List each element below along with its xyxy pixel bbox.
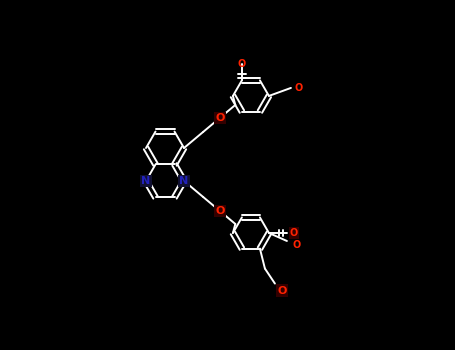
Text: O: O <box>238 60 246 69</box>
Text: N: N <box>142 176 151 186</box>
Text: O: O <box>215 113 225 123</box>
Text: O: O <box>290 228 298 238</box>
Text: O: O <box>295 83 303 93</box>
Text: O: O <box>293 240 301 250</box>
Text: O: O <box>277 286 287 295</box>
Text: N: N <box>179 176 189 186</box>
Text: O: O <box>215 206 225 216</box>
